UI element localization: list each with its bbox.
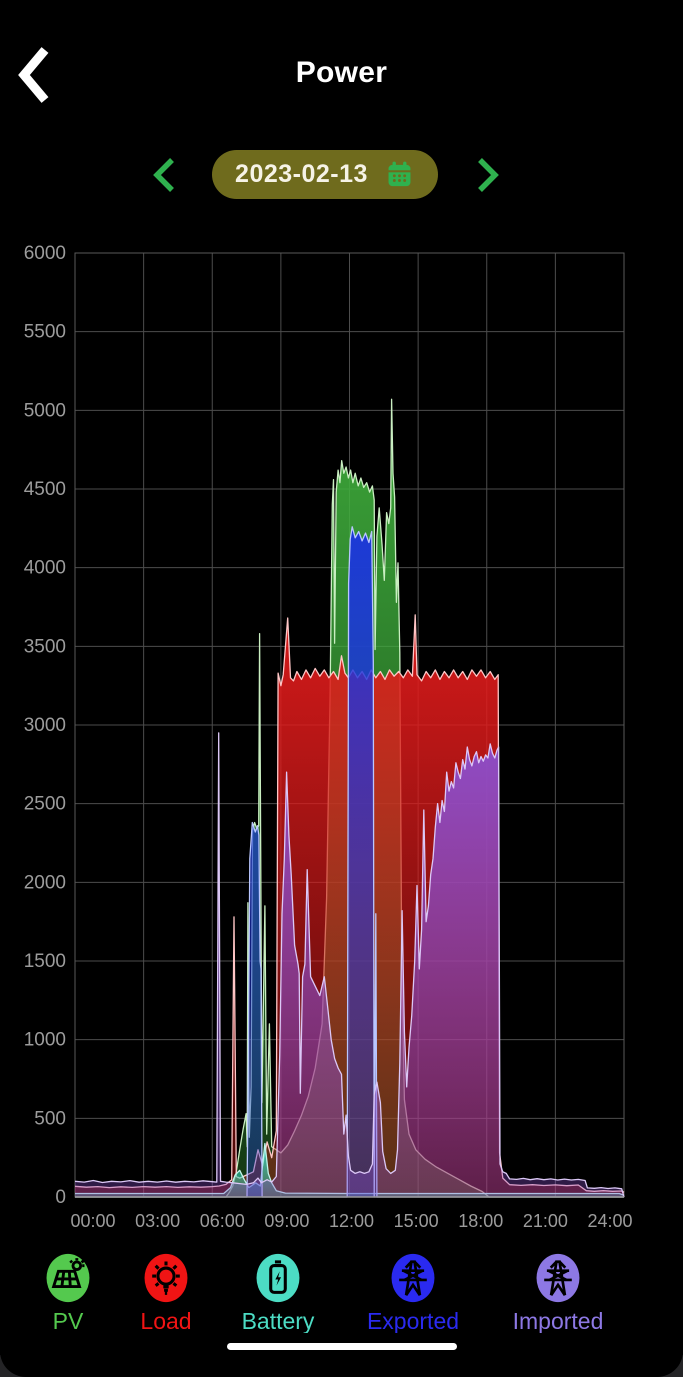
x-axis-tick-label: 24:00 [587,1211,632,1231]
y-axis-tick-label: 1500 [24,951,66,972]
y-axis-tick-label: 3500 [24,636,66,657]
page-title: Power [295,56,388,89]
back-button[interactable] [12,42,60,106]
legend-label: Load [140,1308,192,1334]
legend-label: PV [52,1308,84,1334]
x-axis-tick-label: 09:00 [264,1211,309,1231]
legend-item-exported[interactable]: Exported [348,1252,478,1335]
legend-label: Exported [366,1308,460,1334]
y-axis-tick-label: 5500 [24,322,66,343]
battery-icon [256,1253,300,1303]
x-axis-tick-label: 03:00 [135,1211,180,1231]
y-axis-tick-label: 0 [55,1187,66,1208]
legend-item-imported[interactable]: Imported [493,1252,623,1335]
y-axis-tick-label: 5000 [24,400,66,421]
date-value: 2023-02-13 [235,160,368,188]
prev-day-button[interactable] [148,156,182,194]
next-day-button[interactable] [470,156,504,194]
transmission-tower-icon [391,1253,435,1303]
series-area-imported [75,732,624,1197]
y-axis-tick-label: 4000 [24,558,66,579]
solar-panel-icon [46,1253,90,1303]
chevron-left-icon [153,158,174,192]
x-axis-tick-label: 00:00 [70,1211,115,1231]
legend-label: Battery [241,1308,315,1334]
legend-label: Imported [512,1308,604,1334]
lightbulb-icon [144,1253,188,1303]
y-axis-tick-label: 4500 [24,479,66,500]
legend-item-pv[interactable]: PV [3,1252,133,1335]
series-area-exported [75,526,624,1197]
y-axis-tick-label: 6000 [24,243,66,264]
transmission-tower-icon [536,1253,580,1303]
y-axis-tick-label: 2500 [24,794,66,815]
legend-item-battery[interactable]: Battery [213,1252,343,1335]
series-line-pv [75,398,624,1198]
legend-item-load[interactable]: Load [101,1252,231,1335]
series-line-imported [74,732,625,1198]
y-axis-tick-label: 1000 [24,1030,66,1051]
power-area-chart[interactable]: 0 500 1000 1500 2000 2500 3000 3500 4000 4500 5000… [0,0,683,1250]
screen-corner-mask [0,1333,683,1377]
x-axis-tick-label: 18:00 [458,1211,503,1231]
home-indicator [227,1343,457,1350]
chevron-left-icon [18,47,49,103]
y-axis-tick-label: 2000 [24,872,66,893]
chevron-right-icon [478,158,499,192]
series-line-exported [75,526,624,1198]
date-picker-pill[interactable]: 2023-02-13 [212,150,438,199]
y-axis-tick-label: 500 [34,1108,66,1129]
calendar-icon [388,161,411,187]
x-axis-tick-label: 12:00 [329,1211,374,1231]
x-axis-tick-label: 15:00 [394,1211,439,1231]
y-axis-tick-label: 3000 [24,715,66,736]
x-axis-tick-label: 06:00 [200,1211,245,1231]
x-axis-tick-label: 21:00 [523,1211,568,1231]
